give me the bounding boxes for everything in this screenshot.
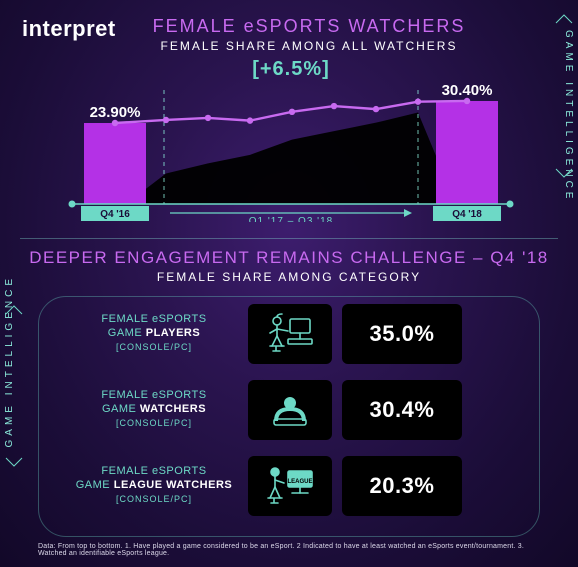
section-divider bbox=[20, 238, 558, 239]
section1-subtitle: FEMALE SHARE AMONG ALL WATCHERS bbox=[70, 39, 548, 53]
label-sub: [CONSOLE/PC] bbox=[116, 342, 192, 352]
infographic-root: { "brand": "interpret", "side_label": "G… bbox=[0, 0, 578, 567]
category-row-league: FEMALE eSPORTS GAME LEAGUE WATCHERS [CON… bbox=[70, 454, 488, 518]
chevron-down-icon bbox=[555, 168, 573, 178]
label-bold: LEAGUE WATCHERS bbox=[114, 479, 233, 491]
label-sub: [CONSOLE/PC] bbox=[116, 418, 192, 428]
category-label: FEMALE eSPORTS GAME LEAGUE WATCHERS [CON… bbox=[70, 465, 238, 506]
league-icon: LEAGUE bbox=[248, 456, 332, 516]
svg-text:Q4 '18: Q4 '18 bbox=[452, 209, 482, 220]
female-share-chart: [+6.5%] 23.90%Q4 '1630.40%Q4 '18Q1 '17 –… bbox=[66, 62, 516, 222]
percent-value: 30.4% bbox=[342, 380, 462, 440]
label-bold: WATCHERS bbox=[140, 403, 206, 415]
watcher-icon bbox=[248, 380, 332, 440]
label-sub: [CONSOLE/PC] bbox=[116, 494, 192, 504]
footnote: Data: From top to bottom. 1. Have played… bbox=[38, 543, 540, 557]
label-bold: PLAYERS bbox=[146, 327, 200, 339]
label-pre: FEMALE eSPORTS bbox=[101, 313, 206, 325]
percent-value: 35.0% bbox=[342, 304, 462, 364]
percent-value: 20.3% bbox=[342, 456, 462, 516]
label-mid: GAME bbox=[76, 479, 110, 491]
category-label: FEMALE eSPORTS GAME PLAYERS [CONSOLE/PC] bbox=[70, 313, 238, 354]
player-icon bbox=[248, 304, 332, 364]
chevron-up-icon bbox=[555, 14, 573, 24]
section2-title: DEEPER ENGAGEMENT REMAINS CHALLENGE – Q4… bbox=[0, 248, 578, 268]
label-pre: FEMALE eSPORTS bbox=[101, 389, 206, 401]
category-row-players: FEMALE eSPORTS GAME PLAYERS [CONSOLE/PC]… bbox=[70, 302, 488, 366]
section1-title: FEMALE eSPORTS WATCHERS bbox=[70, 16, 548, 37]
chart-svg: 23.90% Q4 '16 30.40% Q4 '18 Q1 '17 – Q3 '18 bbox=[66, 62, 516, 222]
category-row-watchers: FEMALE eSPORTS GAME WATCHERS [CONSOLE/PC… bbox=[70, 378, 488, 442]
label-mid: GAME bbox=[102, 403, 136, 415]
svg-text:Q1 '17 – Q3 '18: Q1 '17 – Q3 '18 bbox=[249, 216, 333, 222]
svg-text:23.90%: 23.90% bbox=[90, 104, 141, 121]
section-watchers: FEMALE eSPORTS WATCHERS FEMALE SHARE AMO… bbox=[70, 16, 548, 53]
label-mid: GAME bbox=[108, 327, 142, 339]
league-icon-text: LEAGUE bbox=[287, 479, 312, 485]
section2-subtitle: FEMALE SHARE AMONG CATEGORY bbox=[0, 270, 578, 284]
label-pre: FEMALE eSPORTS bbox=[101, 465, 206, 477]
svg-text:30.40%: 30.40% bbox=[442, 82, 493, 99]
svg-text:Q4 '16: Q4 '16 bbox=[100, 209, 130, 220]
category-label: FEMALE eSPORTS GAME WATCHERS [CONSOLE/PC… bbox=[70, 389, 238, 430]
